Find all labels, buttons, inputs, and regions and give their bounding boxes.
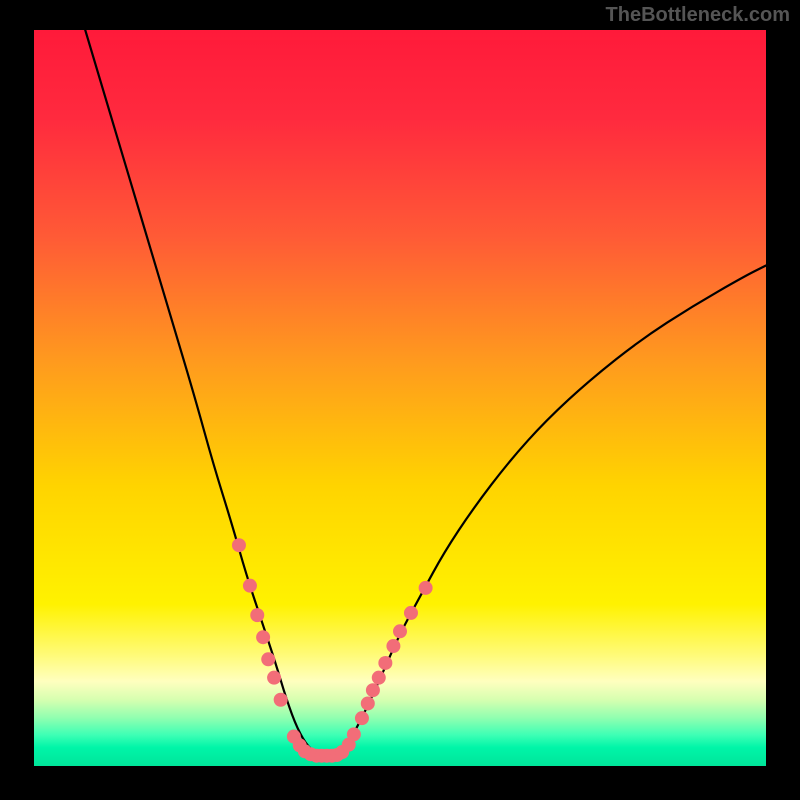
chart-marker [372, 671, 386, 685]
chart-marker [243, 579, 257, 593]
chart-marker [361, 696, 375, 710]
chart-marker [347, 727, 361, 741]
chart-curve-layer [34, 30, 766, 766]
chart-marker [250, 608, 264, 622]
chart-marker [355, 711, 369, 725]
chart-marker [378, 656, 392, 670]
chart-marker [267, 671, 281, 685]
chart-marker [419, 581, 433, 595]
chart-plot-area [34, 30, 766, 766]
chart-marker [393, 624, 407, 638]
chart-markers [232, 538, 433, 762]
chart-marker [232, 538, 246, 552]
chart-marker [274, 693, 288, 707]
chart-marker [366, 683, 380, 697]
chart-marker [256, 630, 270, 644]
bottleneck-curve [85, 30, 766, 755]
chart-marker [386, 639, 400, 653]
chart-marker [404, 606, 418, 620]
chart-marker [261, 652, 275, 666]
watermark-text: TheBottleneck.com [606, 4, 790, 27]
